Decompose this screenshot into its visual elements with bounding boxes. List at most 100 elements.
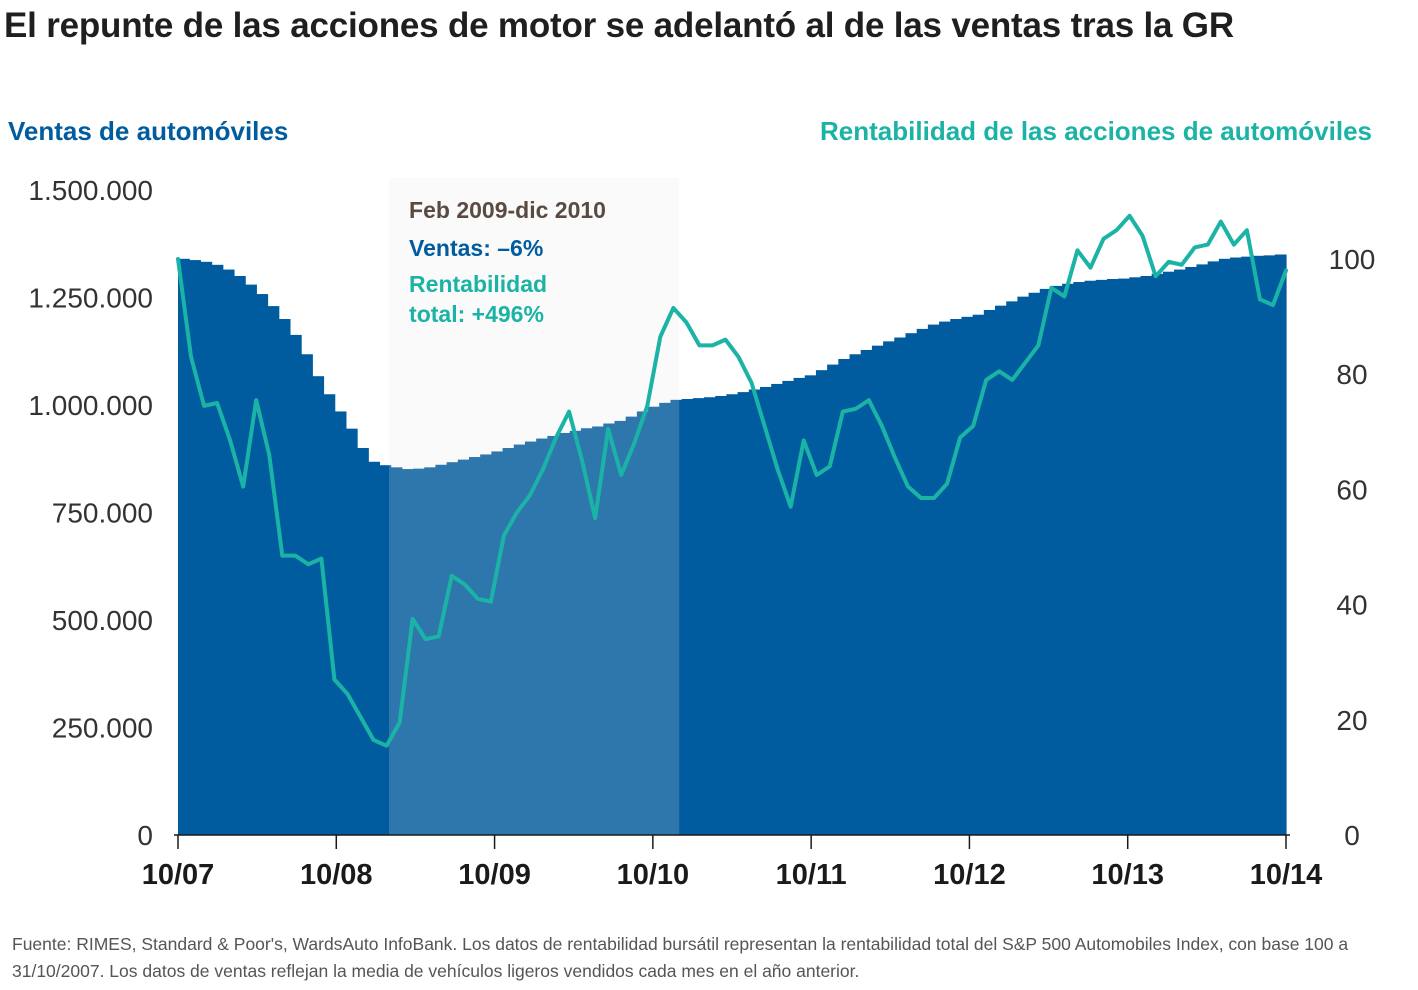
sales-bar: [513, 444, 526, 835]
sales-bar: [1274, 254, 1287, 835]
sales-bar: [536, 438, 548, 835]
sales-bar: [502, 448, 515, 835]
sales-bar: [793, 377, 806, 835]
sales-bar: [334, 411, 347, 835]
x-tick-label: 10/11: [776, 859, 847, 891]
sales-bar: [345, 428, 358, 835]
sales-bar: [178, 258, 190, 835]
sales-bar: [1185, 266, 1198, 836]
sales-bar: [278, 319, 291, 835]
sales-bar: [189, 260, 201, 836]
sales-bar: [491, 451, 504, 835]
sales-bar: [301, 354, 313, 835]
sales-bar: [1162, 271, 1175, 835]
right-tick-label: 60: [1336, 474, 1367, 505]
sales-bar: [1118, 278, 1130, 836]
right-tick-label: 0: [1344, 820, 1360, 851]
sales-bar: [1151, 273, 1164, 836]
sales-bar: [1129, 277, 1142, 835]
sales-bar: [995, 305, 1007, 835]
sales-bar: [1230, 257, 1242, 835]
left-tick-label: 250.000: [52, 713, 153, 744]
source-note: Fuente: RIMES, Standard & Poor's, WardsA…: [12, 934, 1349, 981]
sales-bar: [782, 380, 795, 835]
sales-bar: [659, 402, 672, 835]
sales-bar: [916, 328, 929, 835]
left-tick-label: 500.000: [52, 605, 153, 636]
sales-bar: [636, 411, 649, 835]
left-tick-label: 1.500.000: [28, 175, 153, 206]
sales-bar: [983, 309, 996, 836]
sales-bar: [1252, 255, 1265, 836]
returns-line-series: [176, 213, 1288, 748]
sales-bar: [200, 261, 213, 835]
sales-bar: [211, 264, 224, 835]
sales-bar: [1140, 276, 1153, 835]
sales-bar: [849, 354, 862, 835]
left-axis-title: Ventas de automóviles: [8, 116, 289, 146]
sales-bar: [603, 423, 616, 835]
x-tick-label: 10/09: [458, 859, 531, 891]
sales-bar: [558, 432, 571, 835]
sales-bar: [468, 457, 481, 835]
left-tick-label: 0: [137, 820, 153, 851]
sales-bar: [1207, 261, 1220, 835]
sales-bar: [1106, 279, 1119, 835]
sales-bar: [827, 364, 839, 835]
sales-bar: [625, 416, 638, 835]
sales-bar: [771, 383, 783, 835]
sales-bar: [446, 462, 459, 835]
sales-bar: [569, 430, 582, 835]
sales-bar: [815, 370, 828, 835]
sales-bar: [222, 269, 235, 835]
sales-bar: [580, 428, 593, 835]
x-tick-label: 10/13: [1091, 859, 1164, 891]
annotation-title: Feb 2009-dic 2010: [409, 197, 606, 223]
sales-bar: [1241, 256, 1254, 835]
sales-bar: [950, 319, 963, 835]
x-tick-label: 10/08: [300, 859, 373, 891]
annotation-box: Feb 2009-dic 2010 Ventas: –6% Rentabilidad…: [409, 197, 606, 327]
sales-bar: [480, 454, 492, 835]
sales-bar: [737, 392, 750, 835]
sales-bar: [804, 375, 817, 835]
sales-bar: [357, 448, 369, 835]
sales-bar: [267, 306, 280, 836]
sales-bar: [1006, 301, 1018, 835]
sales-bar: [1028, 292, 1041, 835]
sales-bar: [289, 334, 302, 835]
sales-bar: [1039, 288, 1052, 835]
returns-line: [176, 213, 1288, 748]
sales-bar: [547, 435, 560, 835]
left-tick-label: 750.000: [52, 498, 153, 529]
sales-bar: [1196, 264, 1209, 835]
sales-bar: [457, 459, 470, 835]
sales-bar: [245, 284, 257, 836]
sales-bar: [233, 276, 246, 835]
annotation-sales: Ventas: –6%: [409, 235, 543, 261]
sales-bar: [1084, 280, 1097, 836]
sales-bar: [748, 389, 761, 835]
right-tick-label: 40: [1336, 590, 1367, 621]
sales-bar: [424, 467, 437, 835]
sales-bar: [312, 376, 325, 835]
sales-bar: [1263, 255, 1276, 836]
sales-bar: [704, 397, 716, 835]
sales-bar: [379, 465, 392, 835]
sales-bar: [681, 398, 694, 835]
sales-bar: [972, 314, 985, 835]
x-tick-label: 10/07: [142, 859, 215, 891]
sales-area-series: [178, 254, 1287, 836]
annotation-returns-line2: total: +496%: [409, 301, 544, 327]
x-tick-label: 10/10: [617, 859, 690, 891]
left-tick-label: 1.000.000: [28, 390, 153, 421]
x-tick-label: 10/12: [933, 859, 1006, 891]
sales-bar: [883, 341, 895, 835]
sales-bar: [1050, 285, 1063, 835]
sales-bar: [860, 349, 873, 835]
axes: 10/07 10/08 10/09 10/10 10/11 10/12 10/13 10/14…: [28, 175, 1375, 891]
sales-bar: [726, 394, 739, 835]
sales-bar: [413, 468, 425, 835]
sales-bar: [670, 399, 683, 835]
sales-bar: [838, 358, 851, 835]
